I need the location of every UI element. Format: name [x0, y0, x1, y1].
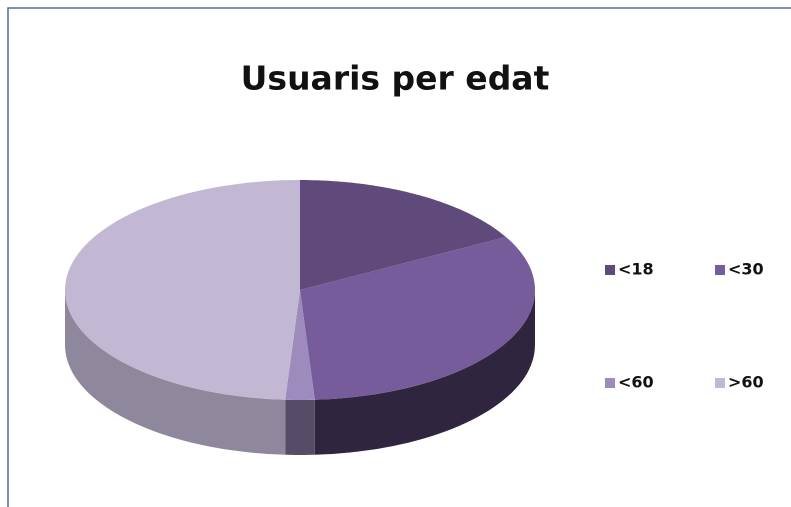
pie-slice	[285, 290, 315, 400]
pie-slice-side	[285, 399, 315, 455]
legend-swatch	[605, 265, 615, 275]
legend-label: >60	[728, 373, 764, 392]
legend-swatch	[715, 378, 725, 388]
legend-label: <60	[618, 373, 654, 392]
pie-slice-side	[314, 290, 535, 455]
chart-title: Usuaris per edat	[241, 59, 550, 98]
chart-frame	[7, 7, 791, 507]
legend-swatch	[715, 265, 725, 275]
pie-slice	[65, 180, 300, 400]
legend-label: <18	[618, 260, 654, 279]
legend-label: <30	[728, 260, 764, 279]
pie-slice	[300, 180, 506, 290]
legend-swatch	[605, 378, 615, 388]
pie-slice-side	[65, 290, 286, 455]
pie-slice	[300, 237, 535, 400]
